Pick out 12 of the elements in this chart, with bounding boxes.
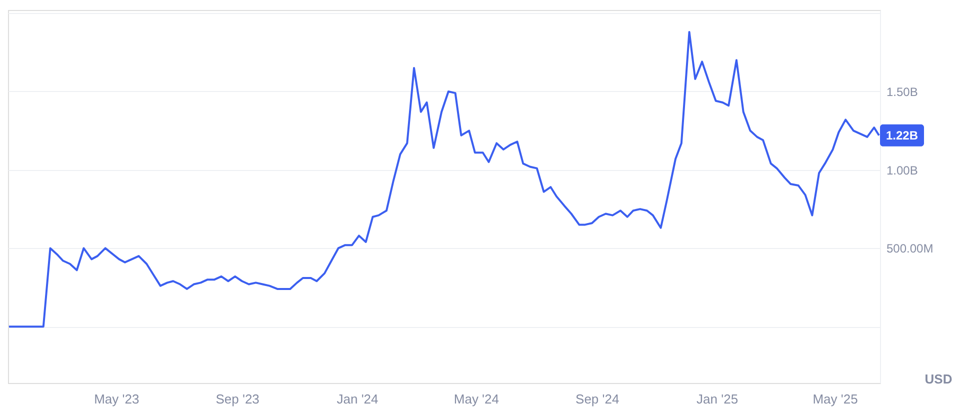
y-axis-title: USD [924,372,952,386]
x-tick-label: May '24 [454,392,500,406]
x-tick-label: May '23 [94,392,140,406]
x-tick-label: Sep '24 [576,392,620,406]
y-tick-label: 1.00B [886,163,918,178]
x-tick-label: Jan '25 [696,392,738,406]
x-tick-label: Sep '23 [216,392,260,406]
annotation: 1.22B [886,128,918,142]
y-tick-label: 500.00M [886,242,934,256]
x-tick-label: Jan '24 [336,392,378,406]
y-tick-label: 1.50B [886,84,918,99]
x-tick-label: May '25 [812,392,858,406]
